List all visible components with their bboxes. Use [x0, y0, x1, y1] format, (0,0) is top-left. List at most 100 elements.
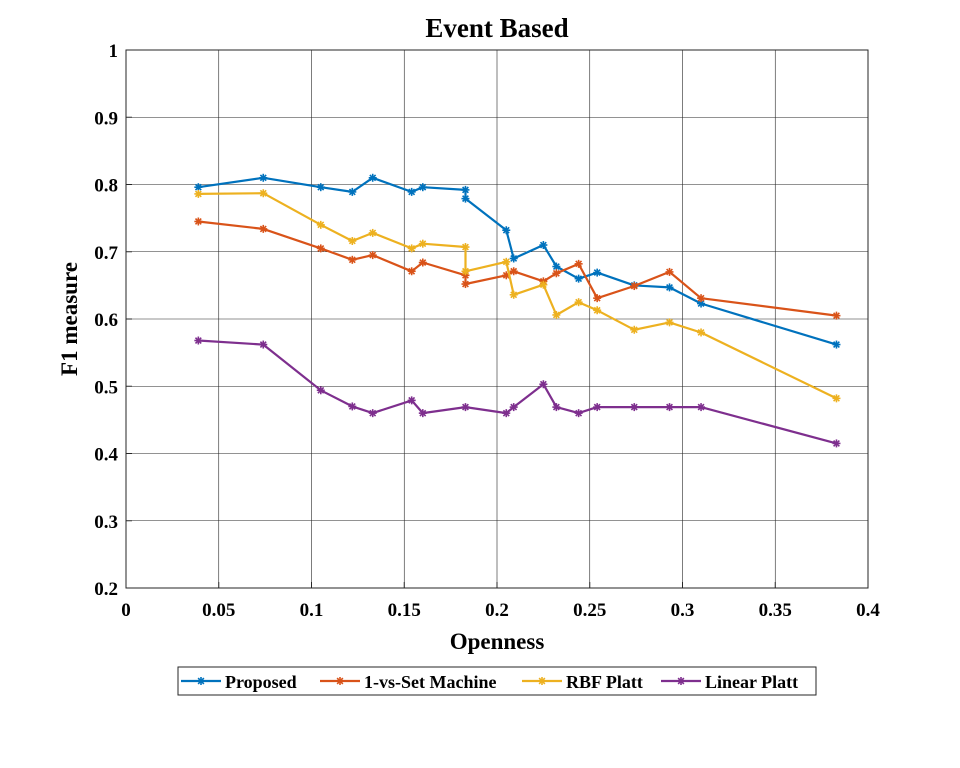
- data-point-linear-platt: [194, 336, 203, 345]
- data-point-linear-platt: [461, 403, 470, 412]
- data-point-linear-platt: [418, 409, 427, 418]
- data-point-rbf-platt: [194, 189, 203, 198]
- data-point-1-vs-set-machine: [418, 258, 427, 267]
- legend-label: Linear Platt: [705, 672, 798, 692]
- data-point-linear-platt: [316, 386, 325, 395]
- data-point-proposed: [509, 254, 518, 263]
- data-point-linear-platt: [368, 409, 377, 418]
- y-tick-label: 0.4: [94, 445, 118, 466]
- data-point-proposed: [593, 268, 602, 277]
- y-tick-label: 0.6: [94, 310, 118, 331]
- x-tick-label: 0.05: [202, 600, 235, 621]
- data-point-proposed: [407, 187, 416, 196]
- data-point-proposed: [194, 183, 203, 192]
- data-point-rbf-platt: [509, 290, 518, 299]
- data-point-proposed: [418, 183, 427, 192]
- data-point-rbf-platt: [832, 394, 841, 403]
- x-tick-label: 0.15: [388, 600, 421, 621]
- x-tick-label: 0.35: [759, 600, 792, 621]
- data-point-proposed: [348, 187, 357, 196]
- data-point-linear-platt: [630, 403, 639, 412]
- data-point-rbf-platt: [418, 239, 427, 248]
- data-point-linear-platt: [697, 403, 706, 412]
- data-point-1-vs-set-machine: [593, 294, 602, 303]
- data-point-proposed: [552, 262, 561, 271]
- legend-label: Proposed: [225, 672, 297, 692]
- data-point-linear-platt: [552, 403, 561, 412]
- y-tick-label: 1: [109, 41, 119, 62]
- data-point-1-vs-set-machine: [574, 259, 583, 268]
- data-point-rbf-platt: [461, 267, 470, 276]
- data-point-proposed: [316, 183, 325, 192]
- y-tick-label: 0.3: [94, 512, 118, 533]
- grid: [126, 50, 868, 588]
- data-point-linear-platt: [502, 409, 511, 418]
- data-point-linear-platt: [593, 403, 602, 412]
- data-point-rbf-platt: [368, 228, 377, 237]
- data-point-1-vs-set-machine: [461, 280, 470, 289]
- data-point-proposed: [832, 340, 841, 349]
- data-point-rbf-platt: [259, 189, 268, 198]
- y-tick-label: 0.7: [94, 243, 118, 264]
- data-point-proposed: [502, 226, 511, 235]
- data-point-rbf-platt: [316, 220, 325, 229]
- legend-item-1-vs-set-machine: 1-vs-Set Machine: [320, 672, 496, 692]
- series-rbf-platt: [194, 189, 841, 403]
- legend-marker: [677, 677, 685, 685]
- data-point-linear-platt: [509, 403, 518, 412]
- data-point-rbf-platt: [574, 298, 583, 307]
- x-axis-label: Openness: [450, 629, 545, 654]
- data-point-1-vs-set-machine: [665, 267, 674, 276]
- y-tick-label: 0.8: [94, 176, 118, 197]
- data-point-rbf-platt: [593, 306, 602, 315]
- data-point-rbf-platt: [552, 310, 561, 319]
- y-tick-label: 0.5: [94, 377, 118, 398]
- legend-label: RBF Platt: [566, 672, 643, 692]
- series-line-linear-platt: [198, 339, 837, 445]
- data-point-1-vs-set-machine: [316, 244, 325, 253]
- series-layer: [194, 173, 841, 448]
- x-tick-label: 0.3: [671, 600, 695, 621]
- y-axis-label: F1 measure: [57, 262, 82, 376]
- data-point-1-vs-set-machine: [407, 267, 416, 276]
- legend: Proposed 1-vs-Set Machine RBF Platt Linear …: [177, 666, 817, 696]
- data-point-rbf-platt: [348, 236, 357, 245]
- data-point-proposed: [665, 283, 674, 292]
- legend-marker: [197, 677, 205, 685]
- data-point-1-vs-set-machine: [697, 294, 706, 303]
- data-point-proposed: [461, 185, 470, 194]
- data-point-linear-platt: [832, 439, 841, 448]
- data-point-linear-platt: [407, 396, 416, 405]
- ticks: 0 0.05 0.1 0.15 0.2 0.25 0.3 0.35 0.4 0.2 0.3 0.4 0.…: [94, 41, 880, 621]
- data-point-linear-platt: [574, 409, 583, 418]
- legend-marker: [336, 677, 344, 685]
- data-point-rbf-platt: [697, 328, 706, 337]
- data-point-proposed: [574, 274, 583, 283]
- legend-label: 1-vs-Set Machine: [364, 672, 496, 692]
- data-point-linear-platt: [348, 402, 357, 411]
- data-point-1-vs-set-machine: [348, 255, 357, 264]
- data-point-linear-platt: [539, 380, 548, 389]
- chart-title: Event Based: [425, 13, 568, 43]
- x-tick-label: 0.1: [300, 600, 324, 621]
- data-point-rbf-platt: [630, 325, 639, 334]
- legend-box: [177, 666, 817, 696]
- data-point-proposed: [368, 173, 377, 182]
- data-point-rbf-platt: [407, 244, 416, 253]
- x-tick-label: 0.25: [573, 600, 606, 621]
- data-point-linear-platt: [665, 403, 674, 412]
- x-tick-label: 0.4: [856, 600, 880, 621]
- data-point-rbf-platt: [502, 257, 511, 266]
- data-point-1-vs-set-machine: [630, 282, 639, 291]
- legend-item-proposed: Proposed: [181, 672, 297, 692]
- legend-item-rbf-platt: RBF Platt: [522, 672, 643, 692]
- x-tick-label: 0: [121, 600, 131, 621]
- data-point-rbf-platt: [539, 280, 548, 289]
- data-point-proposed: [539, 241, 548, 250]
- legend-item-linear-platt: Linear Platt: [661, 672, 798, 692]
- data-point-1-vs-set-machine: [552, 269, 561, 278]
- data-point-1-vs-set-machine: [259, 224, 268, 233]
- data-point-1-vs-set-machine: [368, 251, 377, 260]
- legend-marker: [538, 677, 546, 685]
